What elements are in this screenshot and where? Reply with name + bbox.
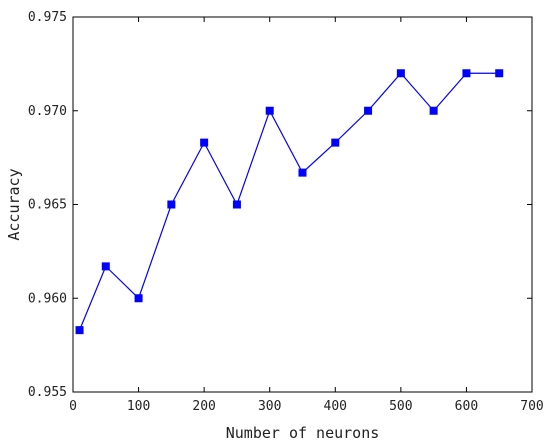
- y-tick-label: 0.970: [28, 104, 67, 119]
- data-point-marker: [134, 294, 143, 303]
- data-point-marker: [429, 106, 438, 115]
- x-axis-label: Number of neurons: [226, 424, 380, 442]
- x-tick-label: 100: [127, 399, 150, 414]
- y-tick-label: 0.965: [28, 198, 67, 213]
- x-tick-label: 400: [324, 399, 347, 414]
- data-point-marker: [331, 138, 340, 147]
- data-point-marker: [101, 262, 110, 271]
- series-line: [79, 72, 500, 331]
- y-tick-labels: 0.955 0.960 0.965 0.970 0.975: [28, 10, 67, 400]
- data-point-marker: [232, 200, 241, 209]
- y-tick-label: 0.975: [28, 10, 67, 25]
- data-point-marker: [167, 200, 176, 209]
- data-point-marker: [265, 106, 274, 115]
- y-tick-label: 0.960: [28, 291, 67, 306]
- data-point-marker: [462, 69, 471, 78]
- data-point-marker: [495, 69, 504, 78]
- data-point-marker: [75, 326, 84, 335]
- data-point-marker: [200, 138, 209, 147]
- y-tick-label: 0.955: [28, 385, 67, 400]
- x-tick-label: 300: [258, 399, 281, 414]
- y-axis-label: Accuracy: [5, 168, 23, 240]
- x-tick-label: 600: [455, 399, 478, 414]
- x-tick-label: 200: [192, 399, 215, 414]
- x-tick-label: 700: [520, 399, 543, 414]
- x-tick-labels: 0 100 200 300 400 500 600 700: [69, 399, 544, 414]
- axis-ticks: [72, 16, 533, 393]
- data-point-marker: [364, 106, 373, 115]
- data-point-marker: [298, 168, 307, 177]
- x-tick-label: 500: [389, 399, 412, 414]
- series-markers: [75, 69, 504, 335]
- data-point-marker: [396, 69, 405, 78]
- x-tick-label: 0: [69, 399, 77, 414]
